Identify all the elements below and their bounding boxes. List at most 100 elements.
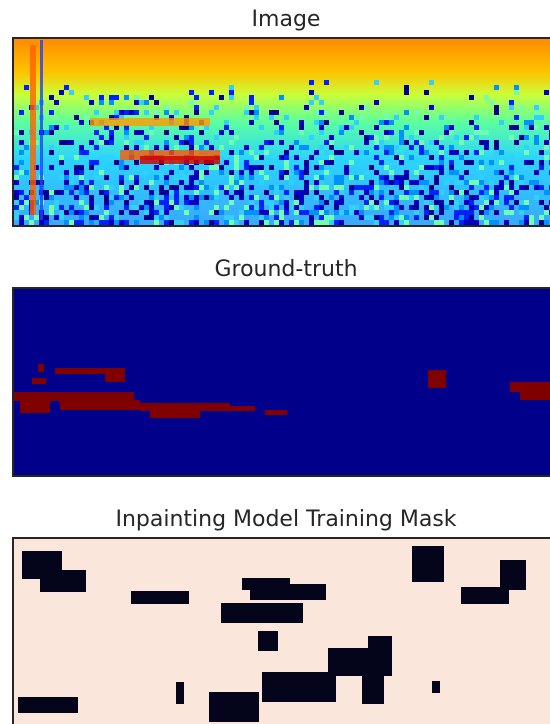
pixel	[104, 210, 109, 215]
pixel	[404, 150, 409, 155]
pixel	[499, 185, 504, 190]
pixel	[339, 195, 344, 200]
pixel	[534, 170, 539, 175]
pixel	[394, 205, 399, 210]
pixel	[79, 190, 84, 195]
pixel	[264, 215, 269, 220]
pixel	[464, 170, 469, 175]
pixel	[254, 205, 259, 210]
pixel	[339, 200, 344, 205]
pixel	[499, 120, 504, 125]
pixel	[459, 155, 464, 160]
pixel	[439, 220, 444, 225]
pixel	[294, 195, 299, 200]
pixel	[254, 195, 259, 200]
panel-title: Image	[252, 7, 321, 32]
pixel	[159, 200, 164, 205]
pixel	[524, 205, 529, 210]
pixel	[89, 140, 94, 145]
pixel	[169, 170, 174, 175]
pixel	[154, 100, 159, 105]
pixel	[314, 180, 319, 185]
pixel	[464, 215, 469, 220]
pixel	[459, 220, 464, 225]
pixel	[534, 110, 539, 115]
pixel	[59, 215, 64, 220]
pixel	[269, 165, 274, 170]
pixel	[319, 210, 324, 215]
pixel	[374, 215, 379, 220]
pixel	[249, 100, 254, 105]
pixel	[109, 215, 114, 220]
pixel	[369, 135, 374, 140]
pixel	[474, 125, 479, 130]
pixel	[489, 220, 494, 225]
pixel	[464, 165, 469, 170]
pixel	[74, 210, 79, 215]
pixel	[509, 100, 514, 105]
pixel	[164, 140, 169, 145]
pixel	[324, 170, 329, 175]
pixel	[309, 100, 314, 105]
pixel	[454, 170, 459, 175]
pixel	[69, 170, 74, 175]
pixel	[309, 220, 314, 225]
pixel	[339, 190, 344, 195]
pixel	[434, 175, 439, 180]
pixel	[94, 110, 99, 115]
pixel	[64, 185, 69, 190]
pixel	[74, 155, 79, 160]
pixel	[294, 220, 299, 225]
pixel	[174, 110, 179, 115]
pixel	[244, 210, 249, 215]
pixel	[114, 160, 119, 165]
pixel	[439, 165, 444, 170]
pixel	[199, 185, 204, 190]
pixel	[494, 170, 499, 175]
pixel	[354, 210, 359, 215]
pixel	[19, 110, 24, 115]
pixel	[234, 155, 239, 160]
pixel	[109, 130, 114, 135]
pixel	[59, 190, 64, 195]
pixel	[429, 190, 434, 195]
pixel	[279, 210, 284, 215]
pixel	[214, 205, 219, 210]
pixel	[324, 215, 329, 220]
pixel	[399, 180, 404, 185]
pixel	[359, 175, 364, 180]
pixel	[339, 125, 344, 130]
pixel	[539, 165, 544, 170]
background	[14, 289, 550, 475]
pixel	[219, 185, 224, 190]
pixel	[99, 140, 104, 145]
pixel	[434, 155, 439, 160]
pixel	[359, 210, 364, 215]
pixel	[289, 180, 294, 185]
pixel	[429, 80, 434, 85]
pixel	[194, 220, 199, 225]
pixel	[274, 130, 279, 135]
pixel	[414, 210, 419, 215]
pixel	[404, 215, 409, 220]
pixel	[314, 190, 319, 195]
pixel	[249, 205, 254, 210]
pixel	[509, 195, 514, 200]
pixel	[59, 175, 64, 180]
pixel	[84, 115, 89, 120]
pixel	[119, 220, 124, 225]
pixel	[49, 190, 54, 195]
pixel	[74, 195, 79, 200]
pixel	[229, 215, 234, 220]
pixel	[154, 145, 159, 150]
pixel	[229, 130, 234, 135]
pixel	[269, 200, 274, 205]
pixel	[14, 175, 19, 180]
pixel	[59, 90, 64, 95]
pixel	[334, 210, 339, 215]
pixel	[469, 135, 474, 140]
pixel	[184, 140, 189, 145]
pixel	[194, 215, 199, 220]
pixel	[429, 195, 434, 200]
pixel	[519, 180, 524, 185]
